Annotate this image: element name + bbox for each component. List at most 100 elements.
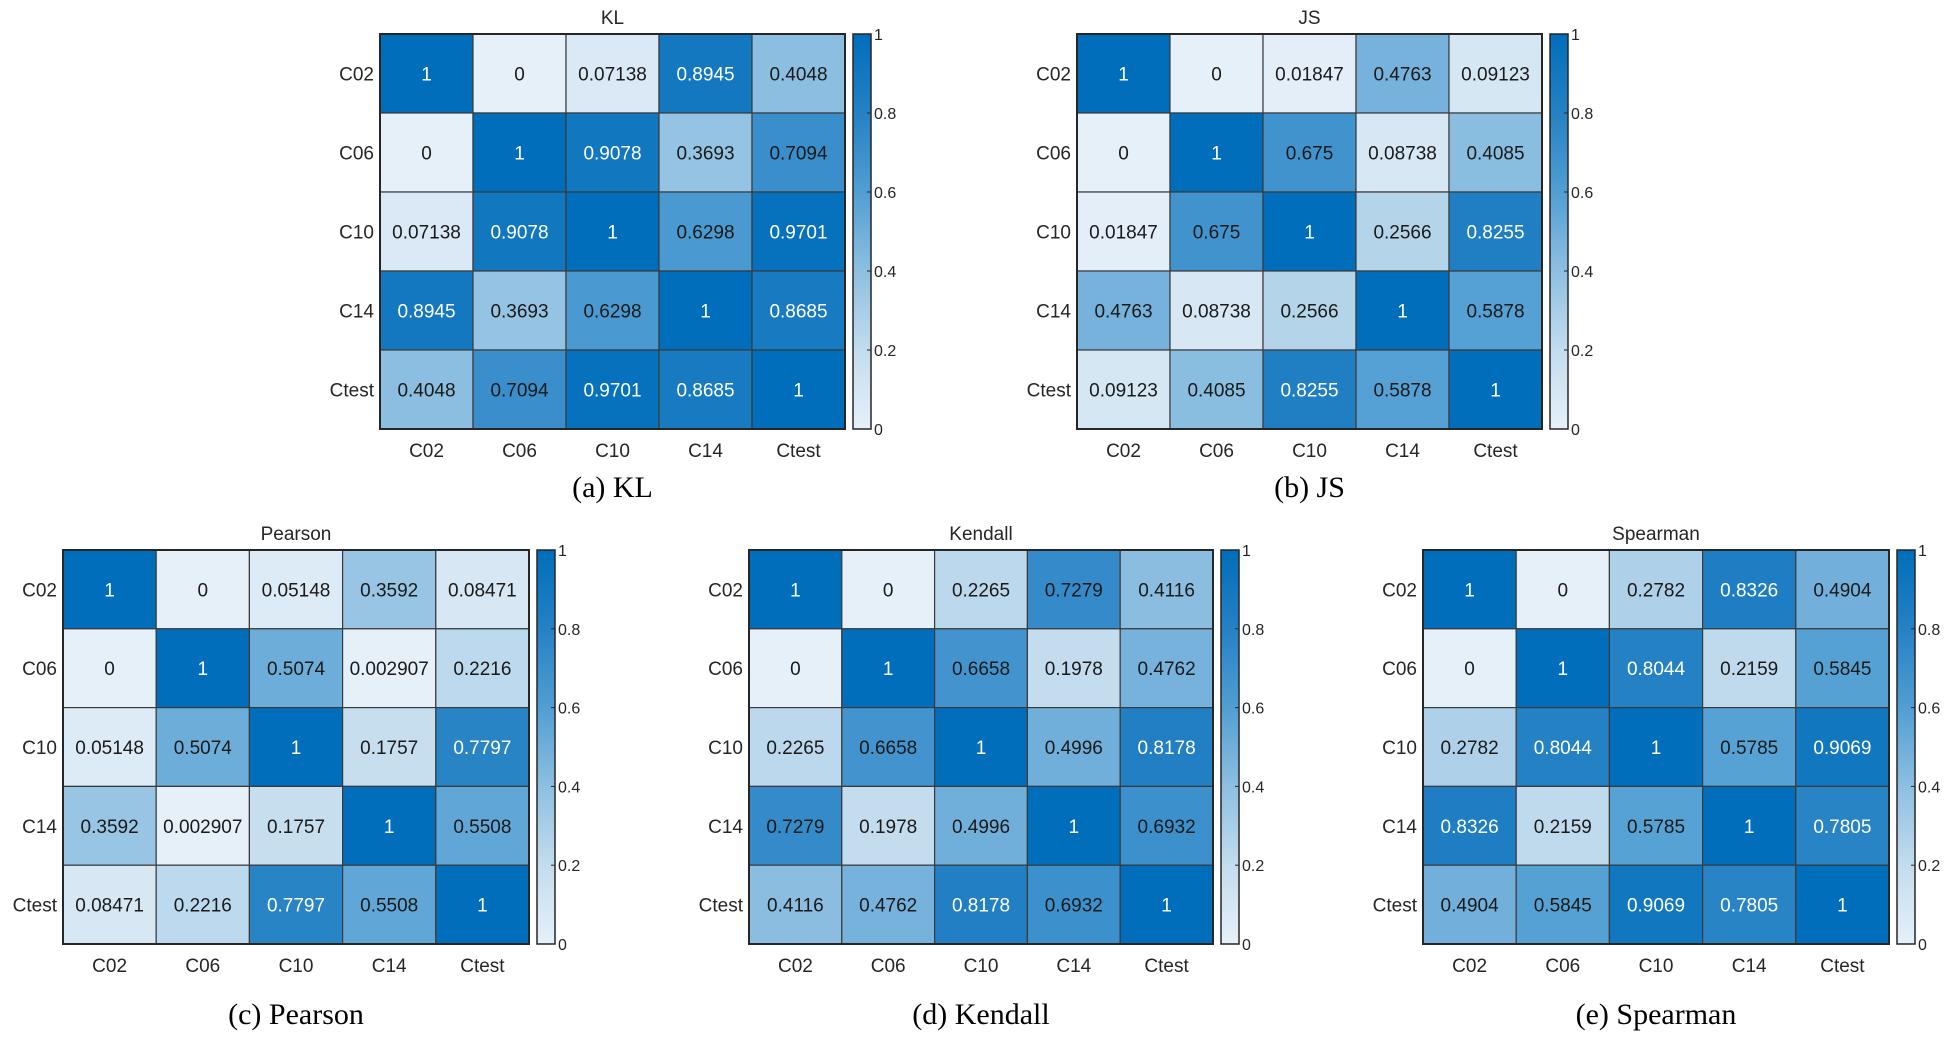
cell-value-label: 0.8178 [952, 896, 1010, 917]
heatmap-cell [155, 864, 250, 945]
cell-value-label: 0.2566 [1280, 302, 1338, 323]
cell-value-label: 0 [1118, 144, 1129, 165]
cell-value-label: 1 [1651, 738, 1662, 759]
heatmap-cell [1701, 864, 1797, 945]
cell-value-label: 0 [198, 580, 209, 601]
x-tick-label: Ctest [1144, 956, 1189, 977]
cell-value-label: 0.05148 [75, 738, 144, 759]
subfigure-caption: (d) Kendall [912, 998, 1049, 1031]
x-tick-label: Ctest [776, 441, 821, 462]
cell-value-label: 0.9701 [583, 381, 641, 402]
cell-value-label: 0.3592 [360, 580, 418, 601]
heatmap-cell [748, 628, 843, 709]
cell-value-label: 0.6298 [583, 302, 641, 323]
cell-value-label: 0.6932 [1138, 817, 1196, 838]
cell-value-label: 0.675 [1286, 144, 1334, 165]
heatmap-cell [933, 628, 1028, 709]
y-tick-label: C10 [708, 738, 743, 759]
colorbar-tick-label: 0.2 [1571, 343, 1593, 360]
cell-value-label: 0 [1211, 65, 1222, 86]
heatmap-cell [1795, 864, 1890, 945]
heatmap-cell [1119, 785, 1214, 866]
cell-value-label: 0 [790, 659, 801, 680]
cell-value-label: 0.09123 [1089, 381, 1158, 402]
cell-value-label: 0.9701 [769, 223, 827, 244]
heatmap-cell [933, 864, 1028, 945]
cell-value-label: 0.09123 [1461, 65, 1530, 86]
heatmap-cell [565, 112, 660, 193]
cell-value-label: 1 [607, 223, 618, 244]
colorbar-tick-label: 0 [558, 937, 567, 954]
cell-value-label: 0.6658 [952, 659, 1010, 680]
cell-value-label: 0.5785 [1627, 817, 1685, 838]
panel-js-heatmap: JS 1 0 0.01847 0.4763 0.09123 0 1 0.675 0.08738 0.… [1027, 8, 1594, 504]
heatmap-cell [1795, 628, 1890, 709]
cell-value-label: 0.05148 [262, 580, 331, 601]
heatmap-cell [933, 706, 1028, 787]
subfigure-caption: (c) Pearson [228, 998, 364, 1031]
heatmap-cell [1262, 270, 1357, 351]
colorbar-tick-label: 0.2 [1242, 858, 1264, 875]
cell-value-label: 0.5074 [267, 659, 326, 680]
cell-value-label: 0 [421, 144, 432, 165]
heatmap-title: KL [601, 8, 624, 29]
y-tick-label: Ctest [330, 381, 375, 402]
heatmap-cell [1701, 706, 1797, 787]
heatmap-cell [565, 349, 660, 430]
heatmap-cell [1355, 112, 1450, 193]
colorbar-tick-label: 0 [1242, 937, 1251, 954]
cell-value-label: 0.8945 [397, 302, 455, 323]
heatmap-border [1422, 549, 1890, 945]
cell-value-label: 0.08471 [75, 896, 144, 917]
x-tick-label: Ctest [460, 956, 505, 977]
colorbar-tick-label: 0.6 [1571, 185, 1593, 202]
heatmap-cell [155, 706, 250, 787]
cell-value-label: 0.8044 [1627, 659, 1686, 680]
colorbar-tick-label: 1 [1242, 543, 1251, 560]
y-tick-label: C02 [22, 580, 57, 601]
x-tick-label: C14 [372, 956, 407, 977]
cell-value-label: 1 [1118, 65, 1129, 86]
y-tick-label: C14 [708, 817, 743, 838]
cell-value-label: 0.5878 [1373, 381, 1431, 402]
x-tick-label: C14 [1056, 956, 1091, 977]
colorbar [1896, 549, 1916, 945]
heatmap-cell [1422, 628, 1517, 709]
cell-value-label: 0.5508 [453, 817, 511, 838]
y-tick-label: Ctest [13, 896, 58, 917]
cell-value-label: 0.3693 [676, 144, 734, 165]
cell-value-label: 0.7805 [1720, 896, 1778, 917]
cell-value-label: 0.7805 [1813, 817, 1871, 838]
heatmap-cell [155, 549, 250, 630]
y-tick-label: C14 [339, 302, 374, 323]
x-tick-label: C02 [92, 956, 127, 977]
colorbar-tick-label: 0.6 [558, 701, 580, 718]
heatmap-cell [841, 628, 936, 709]
cell-value-label: 0.4762 [859, 896, 917, 917]
colorbar-tick-label: 0.4 [1571, 264, 1593, 281]
heatmap-cell [379, 112, 474, 193]
cell-value-label: 1 [384, 817, 395, 838]
cell-value-label: 0.2159 [1720, 659, 1778, 680]
y-tick-label: C06 [22, 659, 57, 680]
cell-value-label: 0.5508 [360, 896, 418, 917]
subfigure-caption: (a) KL [572, 471, 653, 504]
heatmap-cell [435, 628, 530, 709]
heatmap-cell [1169, 270, 1264, 351]
heatmap-cell [1262, 349, 1357, 430]
heatmap-cell [1026, 628, 1121, 709]
cell-value-label: 0.07138 [392, 223, 461, 244]
cell-value-label: 0 [1558, 580, 1569, 601]
cell-value-label: 0.7797 [453, 738, 511, 759]
cell-value-label: 0 [1464, 659, 1475, 680]
cell-value-label: 1 [1558, 659, 1569, 680]
cell-value-label: 1 [1837, 896, 1848, 917]
heatmap-cell [472, 349, 567, 430]
cell-value-label: 0.2265 [952, 580, 1010, 601]
cell-value-label: 0.6932 [1045, 896, 1103, 917]
heatmap-cell [1169, 349, 1264, 430]
cell-value-label: 0.9078 [490, 223, 548, 244]
cell-value-label: 0.1757 [360, 738, 418, 759]
panel-pearson-heatmap: Pearson 1 0 0.05148 0.3592 0.08471 0 1 0.5074 0.0… [13, 524, 581, 1031]
